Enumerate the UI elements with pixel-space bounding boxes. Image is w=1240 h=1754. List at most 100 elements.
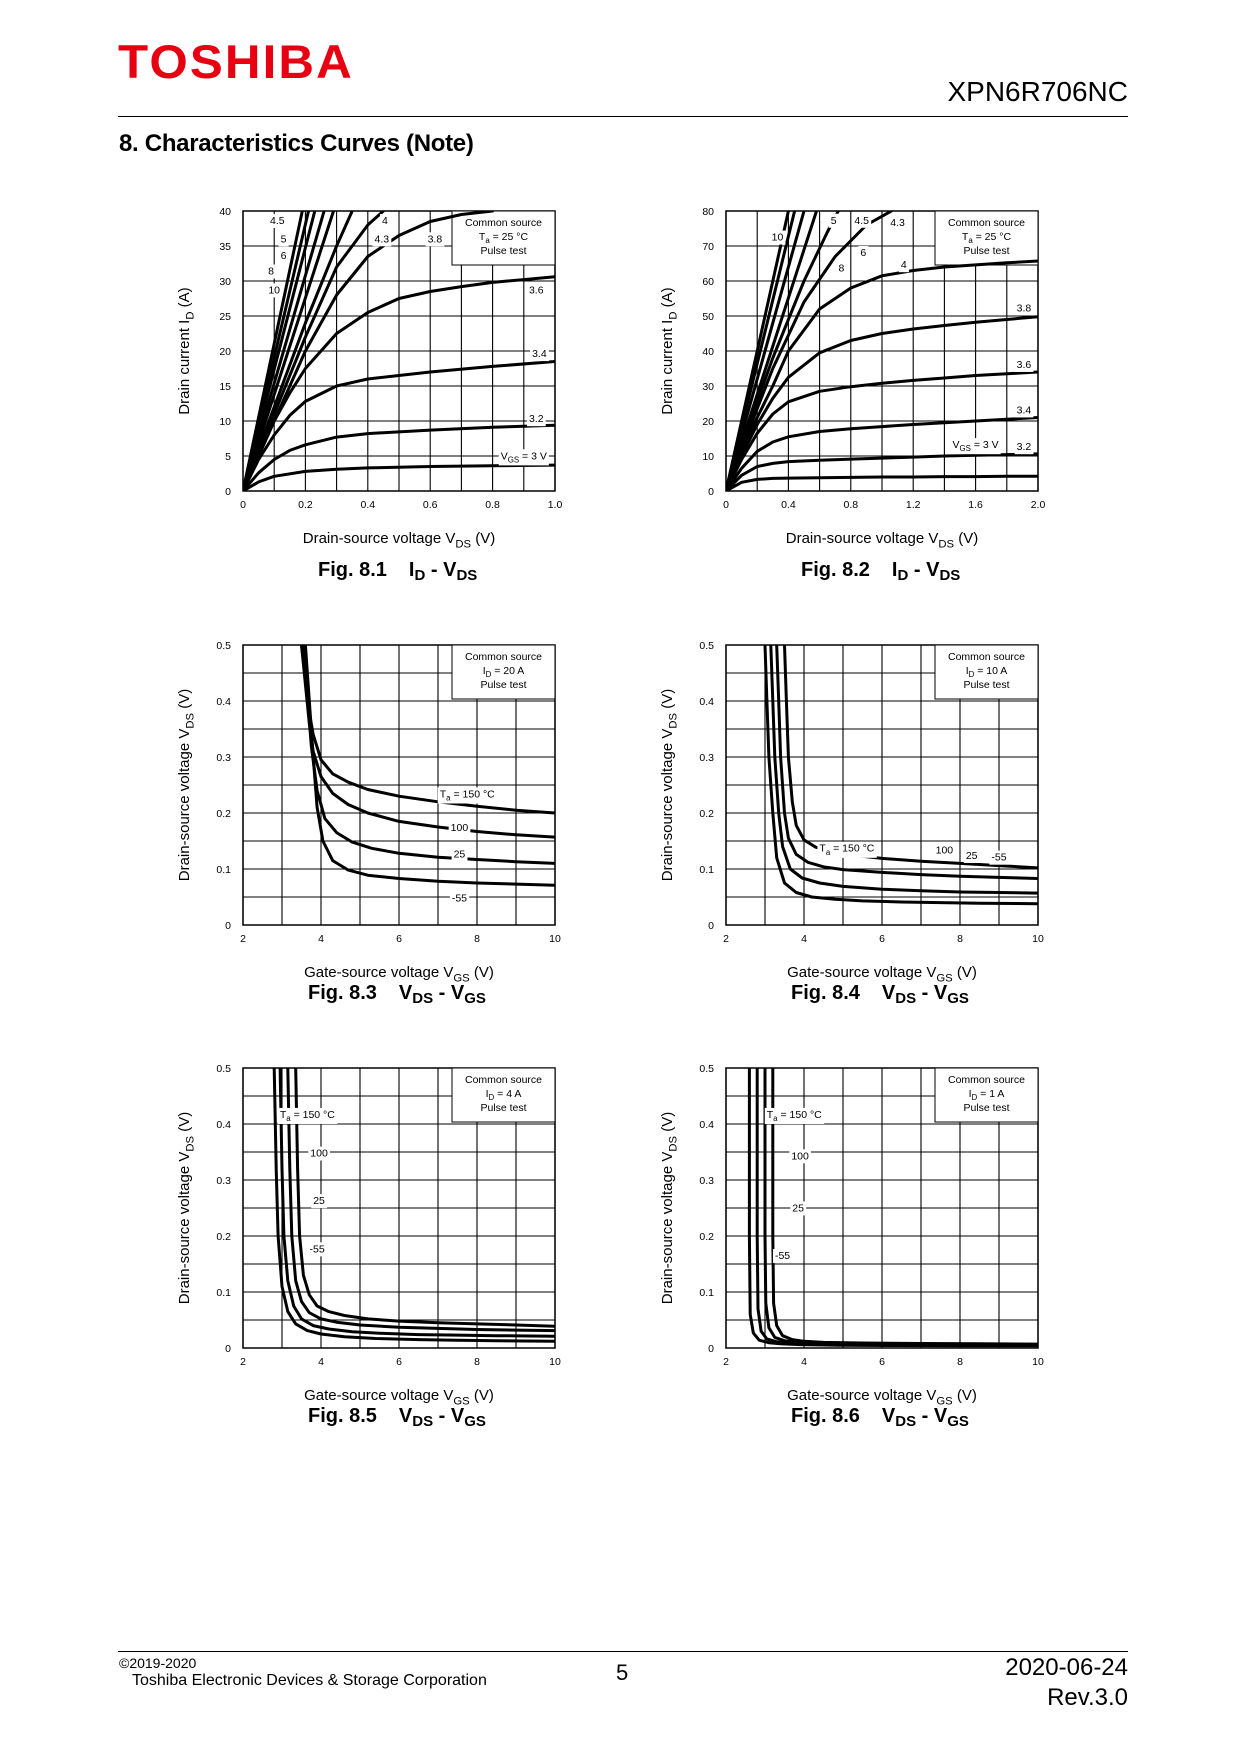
y-tick-label: 0.2 [699,1231,714,1243]
curve-label-bg [308,1146,330,1161]
series-line-8 [726,211,797,491]
curve-label-bg [888,216,908,231]
x-axis-title: Drain-source voltage VDS​ (V) [786,530,978,551]
series-line-6 [726,211,806,491]
curve-label-bg [526,412,546,427]
y-tick-label: 30 [219,276,231,288]
y-tick-label: 80 [702,206,714,218]
curve-label: 3.4 [1017,404,1032,416]
curve-label: 3.2 [1017,441,1032,453]
condition-box [934,644,1039,700]
y-tick-label: 0.4 [699,696,714,708]
series-line-3.4 [726,416,1038,491]
footer-company: Toshiba Electronic Devices & Storage Cor… [132,1672,487,1689]
condition-text: Pulse test [480,1102,526,1114]
y-tick-label: 0.3 [699,752,714,764]
condition-box [451,210,556,266]
curve-label-bg [764,1107,825,1125]
curve-label: 25 [966,850,978,862]
x-tick-label: 6 [396,1356,402,1368]
y-tick-label: 0.1 [699,864,714,876]
series-line-4 [243,211,385,491]
curve-label-bg [268,214,287,229]
series-line-3.6 [243,275,555,491]
y-tick-label: 0.5 [216,640,231,652]
y-tick-label: 0.1 [699,1287,714,1299]
y-axis-title: Drain-source voltage VDS​ (V) [659,1112,680,1304]
y-tick-label: 40 [219,206,231,218]
condition-text: Common source [465,217,542,229]
series-line-3 [726,474,1038,491]
curve-label-bg [1014,357,1034,372]
caption-fig-8-1: Fig. 8.1 ID - VDS [318,559,478,584]
curve-label: 4.3 [375,233,390,245]
y-axis-title: Drain current ID​ (A) [659,287,680,414]
y-tick-label: 20 [219,346,231,358]
curve-label-bg [1014,440,1034,455]
curve-label-bg [898,258,909,273]
y-tick-label: 0 [708,1343,714,1355]
series-line-3.2 [726,452,1038,491]
curve-label-bg [769,230,786,245]
y-tick-label: 0.4 [216,696,231,708]
curve-label-bg [1014,403,1034,418]
y-tick-label: 0.2 [216,1231,231,1243]
y-tick-label: 60 [702,276,714,288]
x-tick-label: 0.4 [360,499,375,511]
curve-label-bg [836,261,847,276]
y-tick-label: 0 [225,1343,231,1355]
curve-label-bg [437,787,498,804]
curve-label: -55 [775,1250,790,1262]
condition-text: ID​ = 4 A [486,1088,522,1102]
x-tick-label: 10 [1032,1356,1044,1368]
footer-revision: Rev.3.0 [1047,1684,1128,1711]
curve-label-bg [425,232,445,247]
caption-fig-8-6: Fig. 8.6 VDS - VGS [791,1405,969,1430]
caption-fig-8-2: Fig. 8.2 ID - VDS [801,559,961,584]
series-line--55 [272,1068,555,1343]
curve-label: 25 [454,848,466,860]
curve-label: 3.8 [428,233,443,245]
curve-label: 8 [268,266,274,278]
x-tick-label: 10 [549,933,561,945]
y-tick-label: 0 [225,486,231,498]
y-tick-label: 0.5 [699,640,714,652]
y-tick-label: 0.2 [699,808,714,820]
curve-label-bg [828,213,839,228]
y-axis-title: Drain-source voltage VDS​ (V) [176,689,197,881]
curve-label-bg [451,847,468,862]
curve-label: 25 [792,1202,804,1214]
x-tick-label: 1.6 [968,499,983,511]
series-line-3.8 [726,315,1038,491]
series-line--55 [763,645,1038,906]
curve-label: 4 [901,259,907,271]
plot-frame [725,644,1039,926]
curve-label-bg [1014,301,1034,316]
curve-label: 8 [839,263,845,275]
plot-frame [242,1067,556,1349]
caption-fig-8-4: Fig. 8.4 VDS - VGS [791,982,969,1007]
condition-text: Pulse test [963,245,1009,257]
series-line-3.4 [243,360,555,491]
footer-divider [118,1651,1128,1652]
series-line-4.3 [243,211,354,491]
curve-label-bg [266,264,277,279]
toshiba-logo: TOSHIBA [118,35,354,88]
x-tick-label: 10 [549,1356,561,1368]
x-axis-title: Gate-source voltage VGS​ (V) [304,964,494,985]
curve-label-bg [790,1201,807,1216]
plot-frame [725,1067,1039,1349]
x-tick-label: 8 [957,933,963,945]
x-tick-label: 0 [723,499,729,511]
curve-label-bg [789,1149,812,1164]
series-line--55 [303,645,555,887]
condition-text: Common source [948,651,1025,663]
x-tick-label: 8 [474,1356,480,1368]
y-tick-label: 0 [225,920,231,932]
series-group [747,1068,1038,1348]
curve-label: VGS​ = 3 V [953,439,999,453]
y-tick-label: 30 [702,381,714,393]
